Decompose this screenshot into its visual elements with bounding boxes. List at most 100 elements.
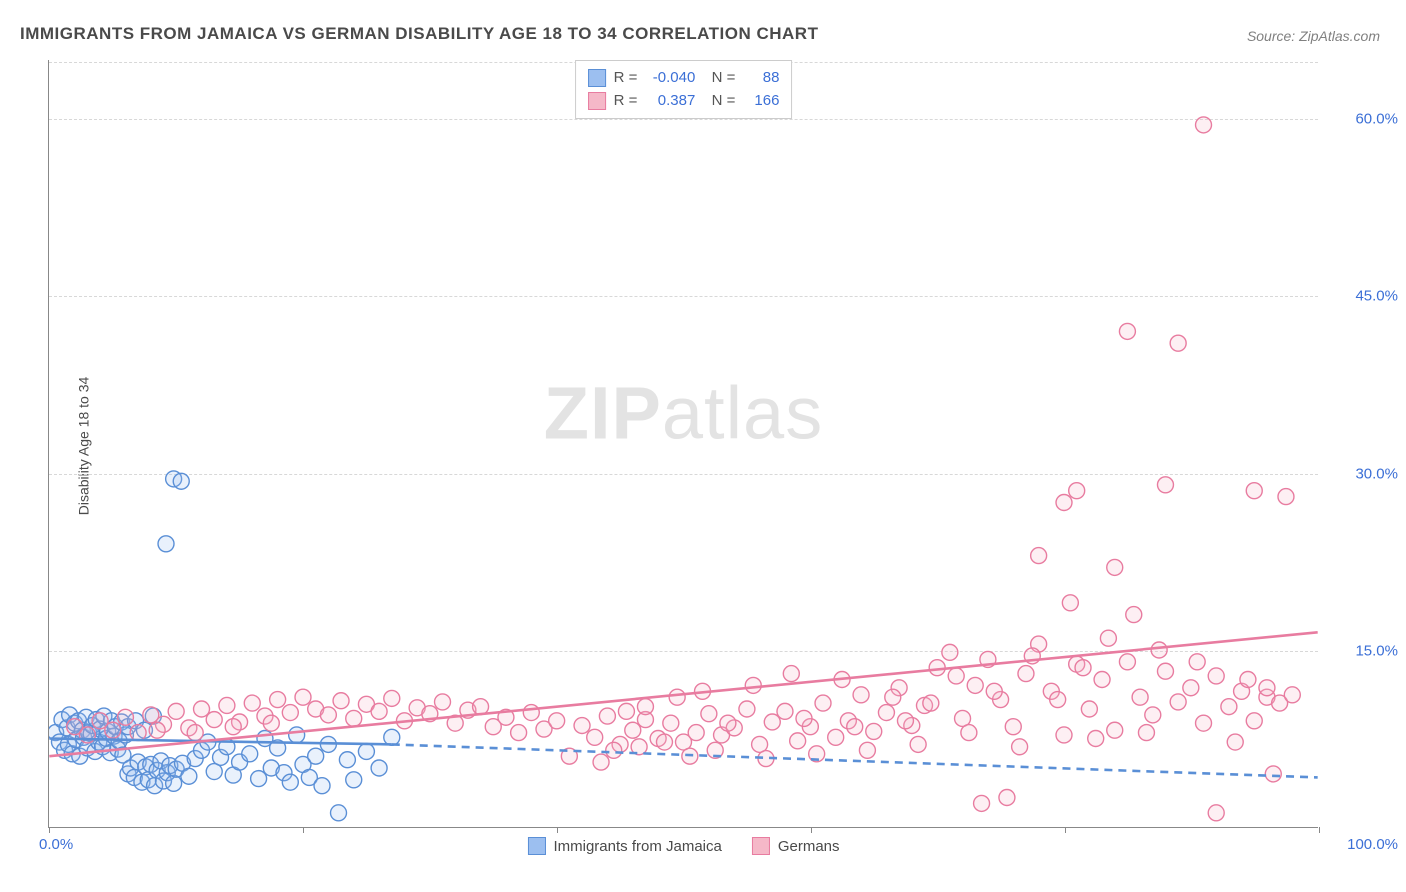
scatter-point	[574, 718, 590, 734]
scatter-point	[897, 713, 913, 729]
scatter-point	[339, 752, 355, 768]
scatter-point	[1246, 483, 1262, 499]
swatch-germans	[588, 92, 606, 110]
scatter-point	[1075, 660, 1091, 676]
scatter-point	[593, 754, 609, 770]
scatter-point	[783, 666, 799, 682]
scatter-point	[1170, 694, 1186, 710]
scatter-point	[1100, 630, 1116, 646]
scatter-point	[739, 701, 755, 717]
scatter-point	[282, 705, 298, 721]
scatter-point	[314, 778, 330, 794]
scatter-point	[168, 703, 184, 719]
r-value-germans: 0.387	[645, 90, 695, 113]
scatter-point	[166, 775, 182, 791]
scatter-point	[308, 748, 324, 764]
scatter-point	[1056, 495, 1072, 511]
x-tick-min: 0.0%	[39, 836, 73, 853]
scatter-point	[158, 536, 174, 552]
scatter-point	[549, 713, 565, 729]
scatter-point	[1196, 117, 1212, 133]
scatter-point	[117, 709, 133, 725]
scatter-point	[1221, 699, 1237, 715]
scatter-point	[1265, 766, 1281, 782]
scatter-point	[999, 790, 1015, 806]
trend-line	[392, 744, 1318, 777]
scatter-point	[187, 725, 203, 741]
scatter-point	[1107, 722, 1123, 738]
scatter-point	[523, 705, 539, 721]
scatter-point	[1094, 672, 1110, 688]
legend-item-jamaica: Immigrants from Jamaica	[527, 837, 721, 855]
scatter-point	[878, 705, 894, 721]
scatter-point	[796, 710, 812, 726]
scatter-point	[1069, 483, 1085, 499]
scatter-point	[637, 699, 653, 715]
scatter-point	[435, 694, 451, 710]
scatter-point	[289, 727, 305, 743]
scatter-point	[181, 768, 197, 784]
scatter-point	[910, 736, 926, 752]
scatter-point	[618, 703, 634, 719]
n-value-jamaica: 88	[743, 67, 779, 90]
scatter-point	[1278, 489, 1294, 505]
scatter-point	[663, 715, 679, 731]
scatter-point	[1062, 595, 1078, 611]
source-name: ZipAtlas.com	[1299, 28, 1380, 44]
scatter-point	[105, 722, 121, 738]
scatter-point	[384, 729, 400, 745]
series-name-jamaica: Immigrants from Jamaica	[553, 838, 721, 855]
scatter-point	[1119, 323, 1135, 339]
scatter-point	[1005, 719, 1021, 735]
y-tick-label: 30.0%	[1328, 465, 1398, 482]
n-value-germans: 166	[743, 90, 779, 113]
scatter-point	[1284, 687, 1300, 703]
scatter-point	[1240, 672, 1256, 688]
scatter-point	[244, 695, 260, 711]
scatter-point	[1126, 607, 1142, 623]
scatter-point	[149, 722, 165, 738]
correlation-legend: R = -0.040 N = 88 R = 0.387 N = 166	[575, 60, 793, 119]
scatter-point	[1050, 692, 1066, 708]
scatter-point	[1088, 731, 1104, 747]
scatter-point	[1151, 642, 1167, 658]
scatter-point	[206, 712, 222, 728]
y-tick-label: 60.0%	[1328, 111, 1398, 128]
scatter-point	[885, 689, 901, 705]
scatter-point	[333, 693, 349, 709]
swatch-jamaica-bottom	[527, 837, 545, 855]
scatter-point	[295, 689, 311, 705]
scatter-point	[587, 729, 603, 745]
scatter-point	[828, 729, 844, 745]
scatter-point	[173, 473, 189, 489]
series-name-germans: Germans	[778, 838, 840, 855]
scatter-point	[225, 719, 241, 735]
scatter-point	[1107, 559, 1123, 575]
scatter-point	[320, 707, 336, 723]
scatter-point	[242, 746, 258, 762]
source-prefix: Source:	[1247, 28, 1299, 44]
legend-row-germans: R = 0.387 N = 166	[588, 90, 780, 113]
scatter-point	[853, 687, 869, 703]
scatter-point	[847, 719, 863, 735]
scatter-point	[967, 677, 983, 693]
scatter-point	[599, 708, 615, 724]
scatter-point	[1208, 668, 1224, 684]
scatter-point	[669, 689, 685, 705]
scatter-point	[282, 774, 298, 790]
scatter-point	[1132, 689, 1148, 705]
scatter-point	[1208, 805, 1224, 821]
scatter-point	[948, 668, 964, 684]
scatter-point	[866, 723, 882, 739]
scatter-point	[270, 692, 286, 708]
scatter-point	[511, 725, 527, 741]
n-label: N =	[703, 90, 735, 113]
scatter-point	[1189, 654, 1205, 670]
scatter-point	[1081, 701, 1097, 717]
scatter-point	[720, 715, 736, 731]
scatter-point	[777, 703, 793, 719]
scatter-point	[625, 722, 641, 738]
scatter-point	[358, 743, 374, 759]
series-legend: Immigrants from Jamaica Germans	[527, 837, 839, 855]
scatter-point	[251, 771, 267, 787]
